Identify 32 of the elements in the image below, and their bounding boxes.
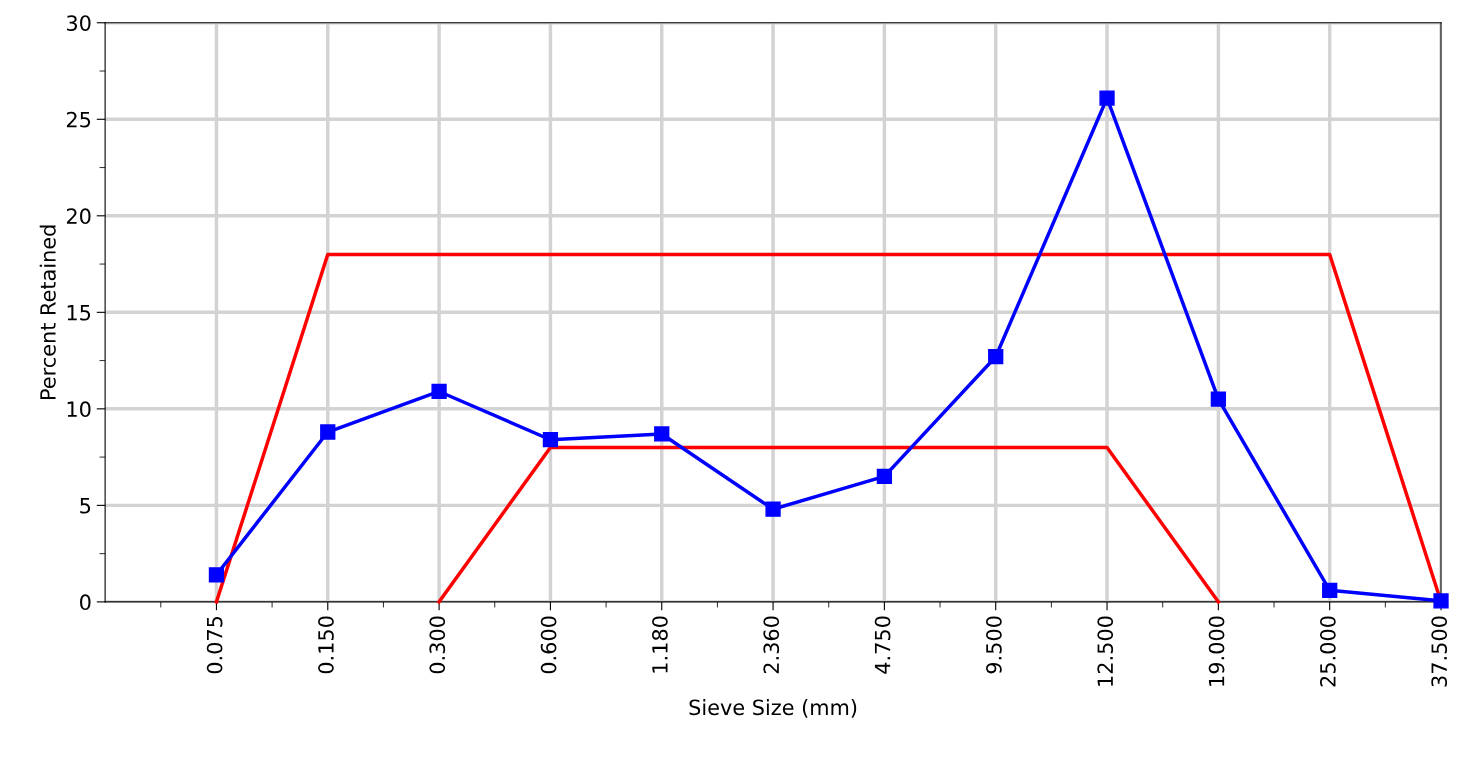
point: [542, 432, 559, 448]
x-tick-label: 9.500: [986, 616, 1002, 674]
x-tick-label: 0.075: [206, 616, 223, 674]
point: [765, 501, 781, 517]
x-tick-label: 0.150: [318, 616, 334, 674]
x-tick-label: 37.500: [1431, 616, 1448, 687]
y-axis-title: Percent Retained: [39, 225, 56, 399]
point: [654, 426, 670, 442]
x-tick-label: 0.300: [429, 616, 446, 674]
point: [1099, 90, 1115, 106]
x-tick-label: 1.180: [652, 616, 668, 673]
y-tick-label: 0: [80, 594, 91, 611]
point: [1210, 391, 1227, 407]
y-tick-label: 30: [67, 15, 91, 31]
y-tick-label: 5: [80, 498, 91, 514]
point: [431, 383, 447, 400]
x-tick-label: 4.750: [874, 616, 891, 674]
y-tick-label: 10: [67, 401, 91, 418]
x-tick-label: 12.500: [1097, 616, 1114, 686]
point: [208, 567, 225, 583]
x-tick-label: 2.360: [763, 616, 780, 674]
y-tick-label: 25: [66, 111, 91, 128]
point: [320, 424, 336, 440]
y-tick-label: 15: [67, 305, 91, 321]
point: [1322, 582, 1338, 598]
x-tick-label: 19.000: [1208, 616, 1225, 686]
y-tick-label: 20: [66, 208, 91, 225]
x-tick-label: 0.600: [540, 616, 557, 674]
x-axis-title: Sieve Size (mm): [689, 699, 857, 718]
point: [988, 349, 1004, 365]
x-tick-label: 25.000: [1319, 616, 1336, 687]
point: [876, 468, 893, 485]
